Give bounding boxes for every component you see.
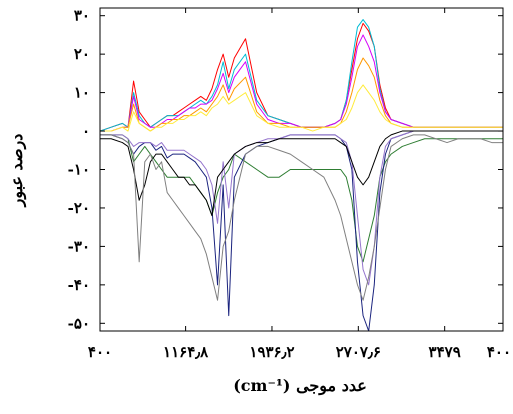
y-tick-label: ۲۰ xyxy=(74,45,90,63)
y-tick-label: -۲۰ xyxy=(68,199,90,217)
series-line-1 xyxy=(99,22,503,132)
y-tick-label: -۱۰ xyxy=(68,161,90,179)
series-layer xyxy=(99,19,503,332)
x-tick-label: ۱۹۳۶٫۲ xyxy=(249,343,294,361)
x-tick-label: ۱۱۶۴٫۸ xyxy=(163,343,209,361)
y-axis-title: درصد عبور xyxy=(7,134,27,208)
series-line-5 xyxy=(100,84,503,132)
plot-frame xyxy=(99,7,504,332)
y-tick-label: -۴۰ xyxy=(68,276,90,294)
x-ticks-layer: ۴۰۰ ۱۱۶۴٫۸ ۱۹۳۶٫۲ ۲۷۰۷٫۶ ۳۴۷۹ ۴۰۰۰ xyxy=(88,8,513,361)
x-axis-title: عدد موجی (cm⁻¹) xyxy=(233,376,367,396)
series-line-8 xyxy=(100,130,503,286)
series-line-9 xyxy=(100,130,503,217)
x-tick-label: ۴۰۰۰ xyxy=(487,343,513,361)
x-tick-label: ۳۴۷۹ xyxy=(429,343,461,361)
series-line-3 xyxy=(100,34,503,132)
y-tick-label: -۳۰ xyxy=(68,237,90,255)
series-line-7 xyxy=(100,130,503,332)
x-tick-label: ۴۰۰ xyxy=(88,343,112,361)
series-line-10 xyxy=(100,134,503,301)
y-tick-label: ۰ xyxy=(82,122,90,140)
y-tick-label: -۵۰ xyxy=(68,314,90,332)
x-tick-label: ۲۷۰۷٫۶ xyxy=(336,343,381,361)
y-tick-label: ۳۰ xyxy=(74,7,90,25)
y-tick-label: ۱۰ xyxy=(74,84,90,102)
y-ticks-layer: ۳۰ ۲۰ ۱۰ ۰ -۱۰ -۲۰ -۳۰ -۴۰ -۵۰ xyxy=(68,7,503,332)
series-line-2 xyxy=(99,19,503,132)
